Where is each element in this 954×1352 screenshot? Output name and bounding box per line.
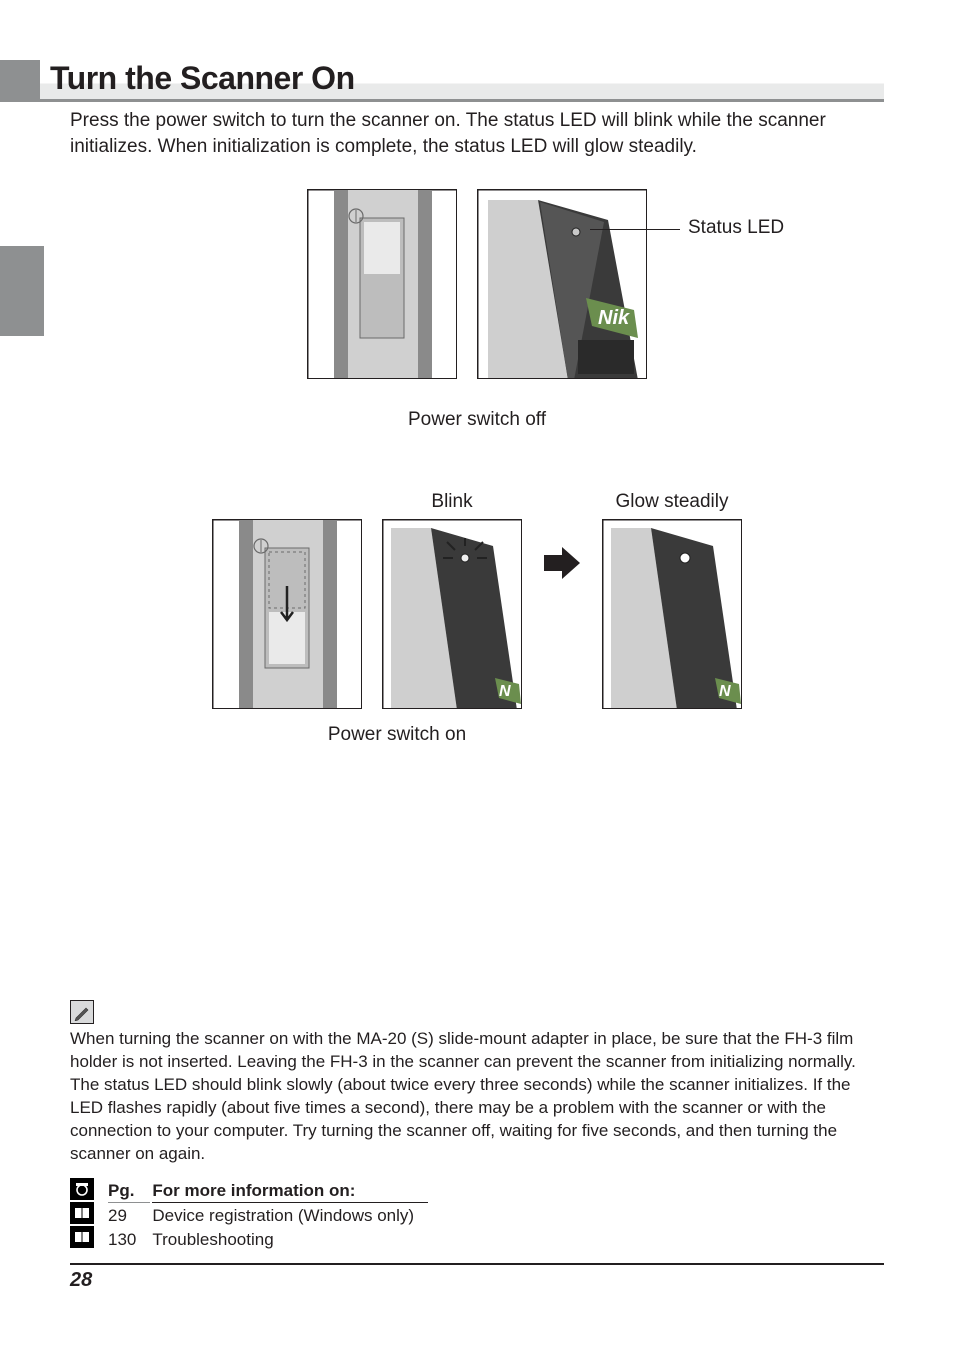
- ref-info: Device registration (Windows only): [152, 1205, 428, 1227]
- intro-paragraph: Press the power switch to turn the scann…: [70, 108, 884, 159]
- col-blink: Blink N: [382, 491, 522, 714]
- book-ref-icon-2: [70, 1226, 94, 1248]
- ref-head-pg: Pg.: [108, 1180, 150, 1203]
- title-bar: Turn the Scanner On: [70, 60, 884, 102]
- figure-scanner-glow: N: [602, 519, 742, 709]
- svg-text:N: N: [719, 683, 731, 700]
- figure-area: Nik Status LED Power switch off: [70, 189, 884, 746]
- ref-info: Troubleshooting: [152, 1229, 428, 1251]
- status-led-leader: [590, 229, 680, 230]
- book-ref-icon-1: [70, 1202, 94, 1224]
- reference-grid: Pg. For more information on: 29 Device r…: [106, 1178, 430, 1253]
- ref-row: 29 Device registration (Windows only): [108, 1205, 428, 1227]
- figure-row-off: Nik Status LED: [70, 189, 884, 399]
- ref-row: 130 Troubleshooting: [108, 1229, 428, 1251]
- ref-pg: 29: [108, 1205, 150, 1227]
- label-blink: Blink: [382, 491, 522, 513]
- figure-scanner-off: Nik: [477, 189, 647, 379]
- note-block: When turning the scanner on with the MA-…: [70, 1000, 884, 1292]
- note-pencil-icon: [70, 1000, 94, 1024]
- label-glow: Glow steadily: [602, 491, 742, 513]
- col-glow: Glow steadily N: [602, 491, 742, 714]
- caption-power-off: Power switch off: [70, 409, 884, 431]
- figure-switch-off: [307, 189, 457, 379]
- reference-icons: [70, 1178, 94, 1253]
- ref-pg: 130: [108, 1229, 150, 1251]
- svg-text:N: N: [499, 683, 511, 700]
- camera-ref-icon: [70, 1178, 94, 1200]
- svg-text:Nik: Nik: [598, 307, 630, 329]
- figure-scanner-blink: N: [382, 519, 522, 709]
- page-title: Turn the Scanner On: [50, 60, 884, 97]
- title-gray-block: [0, 60, 40, 102]
- ref-head-info: For more information on:: [152, 1180, 428, 1203]
- figure-switch-on: [212, 519, 362, 709]
- caption-power-on: Power switch on: [0, 724, 884, 746]
- page-number: 28: [70, 1269, 884, 1292]
- footer-rule: [70, 1263, 884, 1265]
- note-text: When turning the scanner on with the MA-…: [70, 1028, 884, 1166]
- col-switch-on: [212, 492, 362, 714]
- title-wrap: Turn the Scanner On: [40, 60, 884, 102]
- arrow-icon: [542, 543, 582, 583]
- status-led-label: Status LED: [688, 217, 784, 239]
- figure-row-on: Blink N: [70, 491, 884, 746]
- side-thumb-tab: [0, 246, 44, 336]
- reference-table: Pg. For more information on: 29 Device r…: [70, 1178, 884, 1253]
